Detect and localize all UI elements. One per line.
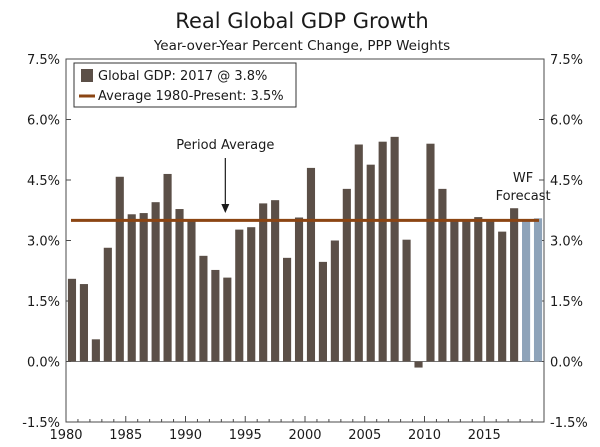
bar-gdp — [438, 188, 447, 362]
x-tick-label: 2005 — [348, 428, 381, 443]
y-tick-label-right: 0.0% — [550, 356, 583, 371]
y-tick-label-left: 7.5% — [27, 53, 60, 68]
bar-gdp — [390, 136, 399, 362]
legend-label-average: Average 1980-Present: 3.5% — [98, 89, 284, 104]
bar-forecast — [522, 221, 531, 362]
bar-gdp — [366, 164, 375, 362]
chart-title: Real Global GDP Growth — [175, 9, 428, 33]
bar-gdp — [175, 209, 184, 362]
bar-gdp — [498, 231, 507, 362]
x-tick-label: 1980 — [49, 428, 82, 443]
bar-gdp — [151, 202, 160, 362]
x-tick-label: 2000 — [288, 428, 321, 443]
bar-gdp — [474, 217, 483, 362]
y-tick-label-right: 6.0% — [550, 114, 583, 129]
y-tick-label-right: 3.0% — [550, 235, 583, 250]
x-tick-label: 2010 — [408, 428, 441, 443]
bar-gdp — [259, 203, 268, 362]
bar-gdp — [342, 188, 351, 362]
y-tick-label-left: 0.0% — [27, 356, 60, 371]
annotation-wf: WF — [513, 171, 533, 186]
bars — [67, 136, 543, 368]
bar-gdp — [67, 278, 77, 362]
legend: Global GDP: 2017 @ 3.8% Average 1980-Pre… — [73, 62, 297, 108]
x-tick-label: 1985 — [109, 428, 142, 443]
plot-area-frame — [65, 58, 545, 423]
bar-gdp — [354, 144, 363, 362]
bar-gdp — [115, 176, 124, 362]
bar-gdp — [127, 214, 136, 362]
bar-gdp — [271, 200, 280, 362]
x-tick-label: 2015 — [468, 428, 501, 443]
y-tick-label-left: 6.0% — [27, 114, 60, 129]
bar-gdp — [306, 167, 316, 362]
y-tick-label-right: 7.5% — [550, 53, 583, 68]
bar-gdp — [283, 257, 292, 362]
bar-gdp — [294, 217, 304, 362]
bar-gdp — [247, 227, 256, 362]
x-axis: 1980 1985 1990 1995 2000 2005 2010 2015 — [49, 416, 533, 443]
y-axis-left: -1.5% 0.0% 1.5% 3.0% 4.5% 6.0% 7.5% — [22, 53, 71, 431]
bar-forecast — [533, 218, 543, 362]
y-tick-label-left: 3.0% — [27, 235, 60, 250]
legend-swatch-gdp — [81, 69, 93, 82]
bar-gdp — [378, 141, 387, 362]
bar-gdp — [211, 269, 220, 362]
x-tick-label: 1990 — [169, 428, 202, 443]
bar-gdp — [91, 339, 100, 362]
bar-gdp — [235, 229, 244, 362]
annotation-forecast: Forecast — [496, 189, 551, 204]
annotation-arrow-head — [221, 204, 230, 213]
bar-gdp — [450, 220, 459, 362]
bar-gdp — [330, 240, 339, 362]
bar-gdp — [187, 220, 196, 362]
bar-gdp — [139, 213, 148, 362]
y-tick-label-left: 1.5% — [27, 295, 60, 310]
bar-gdp — [163, 173, 172, 362]
bar-gdp — [486, 221, 495, 362]
bar-gdp — [426, 143, 435, 362]
y-tick-label-left: -1.5% — [22, 416, 60, 431]
bar-gdp — [510, 208, 519, 362]
bar-gdp — [223, 277, 232, 362]
bar-gdp — [318, 261, 327, 362]
bar-gdp — [199, 255, 208, 362]
bar-gdp — [414, 361, 423, 368]
y-tick-label-right: 1.5% — [550, 295, 583, 310]
legend-box — [73, 62, 297, 108]
legend-label-gdp: Global GDP: 2017 @ 3.8% — [98, 69, 267, 84]
y-tick-label-right: 4.5% — [550, 174, 583, 189]
bar-gdp — [402, 239, 411, 362]
y-axis-right: -1.5% 0.0% 1.5% 3.0% 4.5% 6.0% 7.5% — [539, 53, 588, 431]
bar-gdp — [103, 247, 112, 362]
bar-gdp — [79, 284, 88, 362]
x-tick-label: 1995 — [229, 428, 262, 443]
y-tick-label-left: 4.5% — [27, 174, 60, 189]
bar-gdp — [462, 220, 471, 362]
chart-subtitle: Year-over-Year Percent Change, PPP Weigh… — [153, 38, 450, 54]
annotation-period-average: Period Average — [176, 138, 274, 153]
y-tick-label-right: -1.5% — [550, 416, 588, 431]
